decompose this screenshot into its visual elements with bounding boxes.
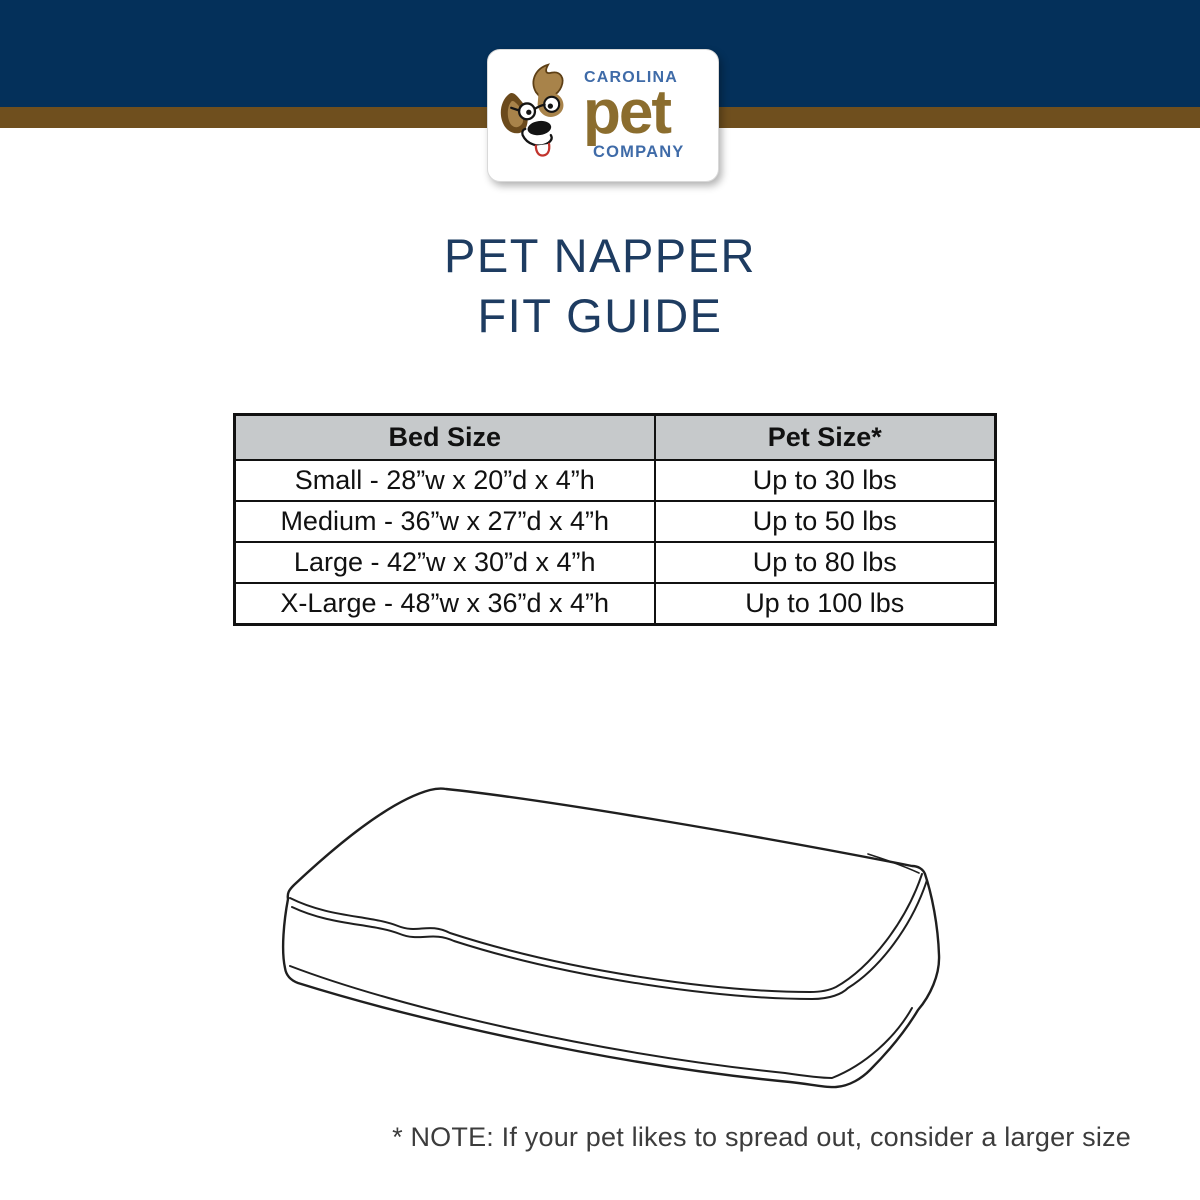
fit-guide-table: Bed Size Pet Size* Small - 28”w x 20”d x…: [233, 413, 997, 626]
pet-size-cell: Up to 80 lbs: [653, 541, 997, 584]
bed-size-cell: X-Large - 48”w x 36”d x 4”h: [233, 582, 656, 626]
page-title: PET NAPPER FIT GUIDE: [0, 226, 1200, 346]
brand-logo-card: CAROLINA pet COMPANY: [487, 49, 719, 182]
table-row: Large - 42”w x 30”d x 4”h Up to 80 lbs: [233, 541, 997, 584]
table-row: Medium - 36”w x 27”d x 4”h Up to 50 lbs: [233, 500, 997, 543]
table-row: X-Large - 48”w x 36”d x 4”h Up to 100 lb…: [233, 582, 997, 626]
pet-size-cell: Up to 50 lbs: [653, 500, 997, 543]
footnote: * NOTE: If your pet likes to spread out,…: [392, 1122, 1131, 1152]
pet-size-cell: Up to 30 lbs: [653, 459, 997, 502]
page-title-line2: FIT GUIDE: [477, 289, 723, 343]
bed-size-column-header: Bed Size: [233, 413, 656, 461]
bed-size-cell: Medium - 36”w x 27”d x 4”h: [233, 500, 656, 543]
brand-carolina-text: CAROLINA: [584, 69, 679, 87]
bed-size-cell: Small - 28”w x 20”d x 4”h: [233, 459, 656, 502]
pet-bed-illustration: [281, 787, 941, 1089]
bed-size-cell: Large - 42”w x 30”d x 4”h: [233, 541, 656, 584]
table-header-row: Bed Size Pet Size*: [233, 413, 997, 461]
page-title-line1: PET NAPPER: [444, 229, 756, 282]
pet-size-cell: Up to 100 lbs: [653, 582, 997, 626]
pet-size-column-header: Pet Size*: [653, 413, 997, 461]
dog-head-icon: [500, 62, 564, 157]
brand-pet-text: pet: [583, 78, 672, 148]
brand-wordmark: CAROLINA pet COMPANY: [583, 69, 710, 162]
brand-company-text: COMPANY: [593, 142, 685, 161]
table-row: Small - 28”w x 20”d x 4”h Up to 30 lbs: [233, 459, 997, 502]
